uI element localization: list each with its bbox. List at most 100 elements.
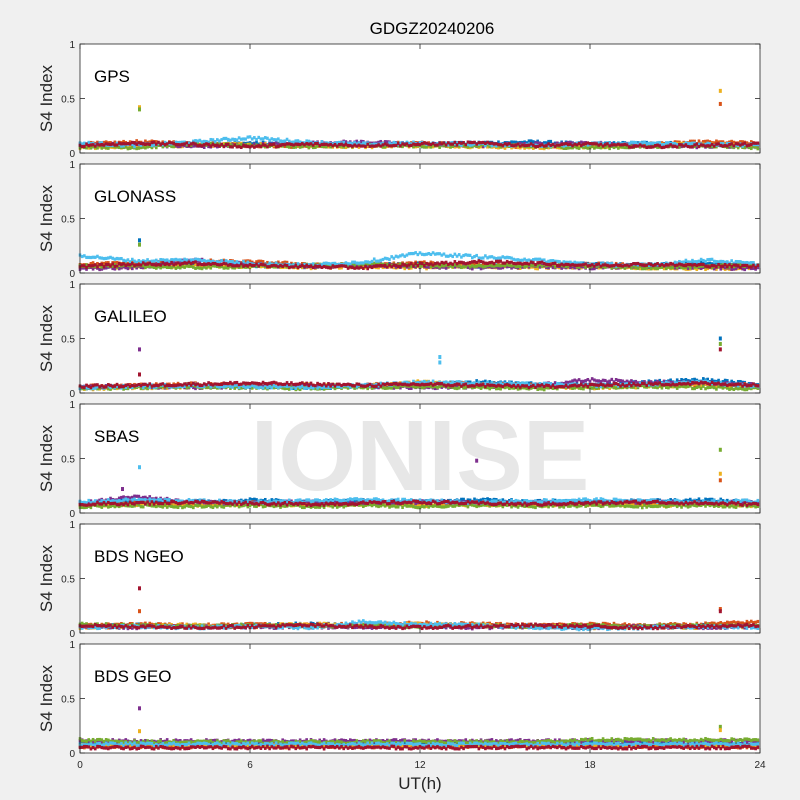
data-point — [575, 146, 579, 150]
data-point — [181, 261, 184, 266]
data-point — [91, 267, 95, 271]
data-point — [418, 264, 422, 269]
data-point — [237, 261, 241, 265]
data-point — [702, 377, 705, 381]
data-point — [536, 257, 539, 261]
data-point — [229, 259, 232, 264]
data-point — [710, 378, 714, 382]
data-point — [715, 142, 718, 146]
data-point — [109, 141, 112, 145]
data-point — [749, 265, 753, 269]
data-point — [239, 262, 243, 266]
data-point — [571, 141, 574, 145]
data-point — [209, 266, 213, 270]
data-point — [335, 144, 339, 148]
data-point — [523, 261, 526, 265]
data-point — [120, 266, 123, 270]
data-point — [542, 141, 546, 145]
data-point — [590, 142, 594, 146]
data-point — [126, 266, 130, 271]
data-point — [261, 260, 265, 264]
data-point — [699, 262, 703, 266]
data-point — [189, 262, 193, 266]
data-point — [272, 265, 276, 269]
data-point — [111, 262, 114, 266]
data-point — [686, 141, 690, 146]
data-point — [307, 264, 311, 269]
data-point — [233, 143, 237, 147]
data-point — [294, 139, 298, 143]
data-point — [695, 146, 699, 150]
data-point — [739, 140, 742, 144]
data-point — [115, 145, 119, 149]
data-point — [723, 266, 727, 270]
data-point — [429, 145, 433, 149]
y-tick-label: 0 — [69, 269, 75, 280]
data-point — [704, 262, 707, 266]
data-point — [218, 144, 221, 148]
data-point — [688, 262, 692, 267]
data-point — [477, 141, 481, 145]
data-point — [165, 142, 169, 146]
data-point — [551, 265, 555, 270]
data-point — [301, 262, 304, 266]
data-point — [425, 145, 428, 149]
data-point — [481, 265, 485, 269]
data-point — [362, 141, 365, 145]
data-point — [154, 146, 158, 150]
y-tick-label: 0 — [69, 149, 75, 160]
data-point — [534, 263, 537, 267]
data-point — [730, 142, 733, 146]
data-point — [115, 260, 119, 265]
data-point — [314, 141, 317, 146]
data-point — [355, 261, 359, 265]
data-point — [370, 261, 374, 265]
data-point — [680, 263, 683, 267]
data-point — [146, 264, 149, 268]
data-point — [673, 140, 677, 144]
data-point — [490, 264, 494, 268]
data-point — [405, 253, 409, 257]
data-point — [617, 142, 620, 146]
data-point — [181, 142, 184, 146]
data-point — [287, 142, 291, 146]
data-point — [545, 262, 548, 266]
data-point — [527, 381, 531, 385]
data-point — [216, 260, 219, 264]
data-point — [170, 258, 173, 262]
data-point — [209, 262, 213, 266]
data-point — [392, 265, 396, 270]
data-point — [366, 265, 369, 269]
data-point — [418, 261, 422, 265]
data-point — [366, 267, 369, 271]
data-point — [159, 263, 162, 267]
data-point — [619, 143, 622, 147]
data-point — [207, 144, 210, 149]
data-point — [102, 143, 106, 147]
data-point — [627, 264, 631, 268]
data-point — [728, 265, 731, 269]
data-point — [721, 264, 725, 268]
data-point — [695, 263, 699, 268]
data-point — [425, 265, 428, 269]
data-point — [501, 263, 505, 267]
data-point — [409, 251, 413, 256]
data-point — [686, 260, 690, 264]
data-point — [499, 256, 502, 260]
data-point — [732, 261, 736, 265]
data-point — [732, 380, 736, 385]
data-point — [660, 145, 664, 150]
data-point — [111, 264, 114, 268]
data-point — [678, 262, 681, 266]
data-point — [331, 144, 335, 148]
data-point — [237, 145, 241, 149]
data-point — [85, 263, 88, 267]
data-point — [527, 265, 531, 269]
data-point — [749, 261, 753, 265]
data-point — [438, 252, 441, 256]
data-point — [362, 261, 365, 265]
data-point — [224, 136, 228, 141]
data-point — [658, 144, 662, 148]
data-point — [715, 260, 718, 264]
data-point — [503, 142, 507, 146]
